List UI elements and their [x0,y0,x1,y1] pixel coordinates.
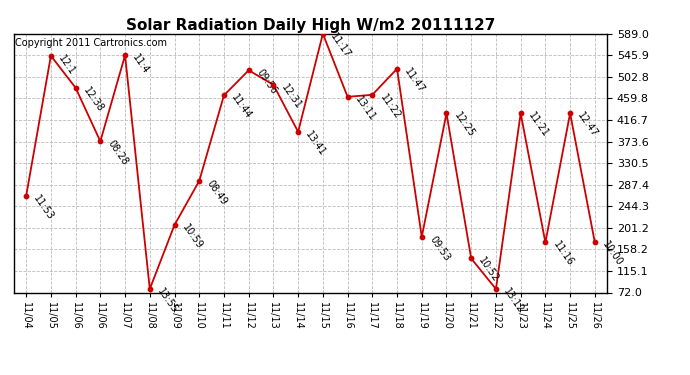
Text: 13:41: 13:41 [304,129,328,158]
Point [119,52,130,58]
Point [46,53,57,59]
Text: 10:59: 10:59 [180,222,204,251]
Point [515,110,526,116]
Point [293,129,304,135]
Text: 11:4: 11:4 [130,53,151,76]
Point [466,255,477,261]
Text: 13:55: 13:55 [155,286,179,315]
Point [540,240,551,246]
Point [219,92,230,98]
Text: Copyright 2011 Cartronics.com: Copyright 2011 Cartronics.com [15,38,167,48]
Point [169,222,180,228]
Text: 08:49: 08:49 [205,178,229,207]
Point [243,67,254,73]
Point [70,85,81,91]
Point [317,31,328,37]
Text: 11:53: 11:53 [32,193,56,222]
Text: 12:38: 12:38 [81,85,106,114]
Point [491,286,502,292]
Text: 11:17: 11:17 [328,31,353,60]
Point [144,286,155,292]
Point [441,110,452,116]
Text: 10:00: 10:00 [600,240,624,268]
Text: 13:11: 13:11 [353,94,377,123]
Text: 12:25: 12:25 [452,111,476,140]
Point [564,110,575,116]
Text: 09:56: 09:56 [254,68,279,96]
Text: 10:52: 10:52 [477,256,501,284]
Point [416,234,427,240]
Point [589,240,600,246]
Text: 11:47: 11:47 [402,66,427,94]
Point [367,92,378,98]
Title: Solar Radiation Daily High W/m2 20111127: Solar Radiation Daily High W/m2 20111127 [126,18,495,33]
Point [342,94,353,100]
Point [95,138,106,144]
Text: 13:12: 13:12 [502,286,526,315]
Text: 09:53: 09:53 [427,234,451,263]
Point [21,193,32,199]
Text: 11:22: 11:22 [378,92,402,121]
Text: 12:1: 12:1 [57,53,77,76]
Text: 12:31: 12:31 [279,82,303,111]
Point [194,178,205,184]
Point [268,82,279,88]
Text: 11:21: 11:21 [526,111,551,139]
Text: 08:28: 08:28 [106,139,130,167]
Point [391,66,402,72]
Text: 12:47: 12:47 [575,111,600,139]
Text: 11:16: 11:16 [551,240,575,268]
Text: 11:44: 11:44 [230,93,254,121]
